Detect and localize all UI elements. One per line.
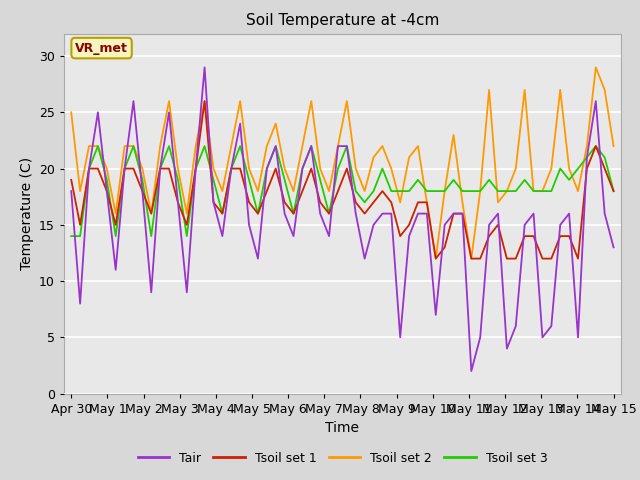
- Y-axis label: Temperature (C): Temperature (C): [20, 157, 33, 270]
- Text: VR_met: VR_met: [75, 42, 128, 55]
- X-axis label: Time: Time: [325, 421, 360, 435]
- Title: Soil Temperature at -4cm: Soil Temperature at -4cm: [246, 13, 439, 28]
- Legend: Tair, Tsoil set 1, Tsoil set 2, Tsoil set 3: Tair, Tsoil set 1, Tsoil set 2, Tsoil se…: [132, 447, 552, 469]
